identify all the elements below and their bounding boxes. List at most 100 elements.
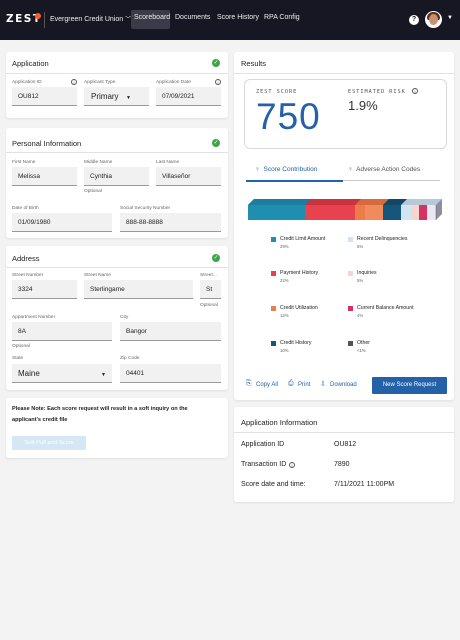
avatar[interactable] (425, 11, 442, 28)
caret-down-icon: ▼ (101, 372, 106, 378)
results-title: Results (241, 59, 267, 68)
app-info-value: 7/11/2021 11:00PM (334, 481, 395, 488)
optional-note: Optional (12, 344, 30, 349)
tab-adverse-action-label: Adverse Action Codes (356, 166, 421, 173)
bulb-icon: ♀ (255, 166, 260, 173)
legend-swatch (348, 237, 353, 242)
legend-pct: <1% (357, 348, 366, 353)
tab-adverse-action-codes[interactable]: ♀ Adverse Action Codes (348, 166, 420, 173)
divider (234, 432, 454, 433)
tab-line (343, 180, 440, 181)
optional-note: Optional (84, 189, 102, 194)
street-name-label: Street Name (84, 273, 111, 278)
zest-logo[interactable]: ZEST (6, 13, 42, 25)
check-icon: ✓ (212, 139, 220, 147)
info-icon[interactable]: i (289, 462, 295, 468)
print-icon: ⎙ (288, 380, 294, 387)
check-icon: ✓ (212, 254, 220, 262)
bulb-icon: ♀ (348, 166, 353, 173)
info-icon[interactable]: i (71, 79, 77, 85)
street-number-label: Street Number (12, 273, 44, 278)
nav-documents[interactable]: Documents (175, 14, 211, 21)
street-name-field[interactable]: Sterlingame (84, 280, 193, 299)
estimated-risk-value: 1.9% (348, 98, 378, 113)
middle-name-label: Middle Name (84, 160, 113, 165)
legend-inquiries: Inquiries (357, 270, 377, 276)
street-type-field[interactable]: St (200, 280, 221, 299)
ssn-field[interactable]: 888-88-8888 (120, 213, 221, 232)
nav-score-history[interactable]: Score History (217, 14, 260, 21)
divider (6, 267, 228, 268)
state-select[interactable]: Maine (12, 364, 112, 383)
legend-pct: 10% (280, 348, 289, 353)
download-icon: ⇩ (320, 381, 326, 388)
check-icon: ✓ (212, 59, 220, 67)
optional-note: Optional (200, 303, 218, 308)
address-title: Address (12, 254, 40, 263)
application-id-label: Application ID (12, 80, 42, 85)
legend-pct: 4% (357, 313, 364, 318)
divider (6, 73, 228, 74)
application-info-title: Application Information (241, 418, 318, 427)
application-id-field[interactable]: OU812 (12, 87, 77, 106)
copy-all-button[interactable]: Copy All (256, 382, 279, 388)
tab-underline (246, 180, 343, 182)
tab-score-contribution[interactable]: ♀ Score Contribution (255, 166, 317, 173)
org-label: Evergreen Credit Union (50, 16, 124, 23)
legend-swatch (271, 237, 276, 242)
nav-rpa-config[interactable]: RPA Config (264, 14, 300, 21)
legend-swatch (271, 306, 276, 311)
application-title: Application (12, 59, 49, 68)
estimated-risk-label: ESTIMATED RISK (348, 89, 406, 95)
first-name-field[interactable]: Melissa (12, 167, 77, 186)
zip-field[interactable]: 04401 (120, 364, 221, 383)
city-field[interactable]: Bangor (120, 322, 221, 341)
legend-credit-utilization: Credit Utilization (280, 305, 318, 311)
legend-pct: 5% (357, 244, 364, 249)
dob-label: Date of Birth (12, 206, 39, 211)
divider (234, 73, 454, 74)
caret-down-icon[interactable]: ▼ (447, 15, 453, 21)
legend-current-balance: Current Balance Amount (357, 305, 414, 311)
download-button[interactable]: Download (330, 382, 357, 388)
application-date-field[interactable]: 07/09/2021 (156, 87, 221, 106)
street-number-field[interactable]: 3324 (12, 280, 77, 299)
zip-label: Zip Code (120, 356, 140, 361)
legend-pct: 29% (280, 244, 289, 249)
zest-score-value: 750 (256, 96, 321, 137)
last-name-field[interactable]: Villaseñor (156, 167, 221, 186)
legend-swatch (271, 271, 276, 276)
applicant-type-select[interactable]: Primary (84, 87, 149, 106)
apartment-field[interactable]: 8A (12, 322, 112, 341)
nav-divider (44, 12, 45, 28)
legend-payment-history: Payment History (280, 270, 319, 276)
new-score-request-button[interactable]: New Score Request (372, 377, 447, 394)
soft-pull-button[interactable]: Soft Pull and Score (12, 436, 86, 450)
help-icon[interactable]: ? (409, 15, 419, 25)
chevron-down-icon: ﹀ (125, 17, 132, 23)
state-label: State (12, 356, 24, 361)
info-icon[interactable]: i (412, 88, 418, 94)
dob-field[interactable]: 01/09/1980 (12, 213, 112, 232)
legend-recent-delinquencies: Recent Delinquencies (357, 236, 408, 242)
legend-swatch (348, 306, 353, 311)
legend-other: Other (357, 340, 370, 346)
nav-scoreboard[interactable]: Scoreboard (134, 14, 171, 21)
legend-credit-limit: Credit Limit Amount (280, 236, 326, 242)
application-date-label: Application Date (156, 80, 191, 85)
legend-swatch (271, 341, 276, 346)
legend-pct: 22% (280, 278, 289, 283)
city-label: City (120, 315, 129, 320)
middle-name-field[interactable]: Cynthia (84, 167, 149, 186)
apartment-label: Appartment Number (12, 315, 56, 320)
street-type-label: Street... (200, 273, 217, 278)
caret-down-icon: ▼ (126, 95, 131, 101)
app-info-key: Application ID (241, 441, 285, 448)
top-nav: ZEST Evergreen Credit Union ﹀ Scoreboard… (0, 0, 460, 40)
org-selector[interactable]: Evergreen Credit Union ﹀ (50, 14, 131, 23)
info-icon[interactable]: i (215, 79, 221, 85)
print-button[interactable]: Print (298, 382, 311, 388)
legend-swatch (348, 271, 353, 276)
applicant-type-label: Applicant Type (84, 80, 116, 85)
app-info-key: Score date and time: (241, 481, 306, 488)
